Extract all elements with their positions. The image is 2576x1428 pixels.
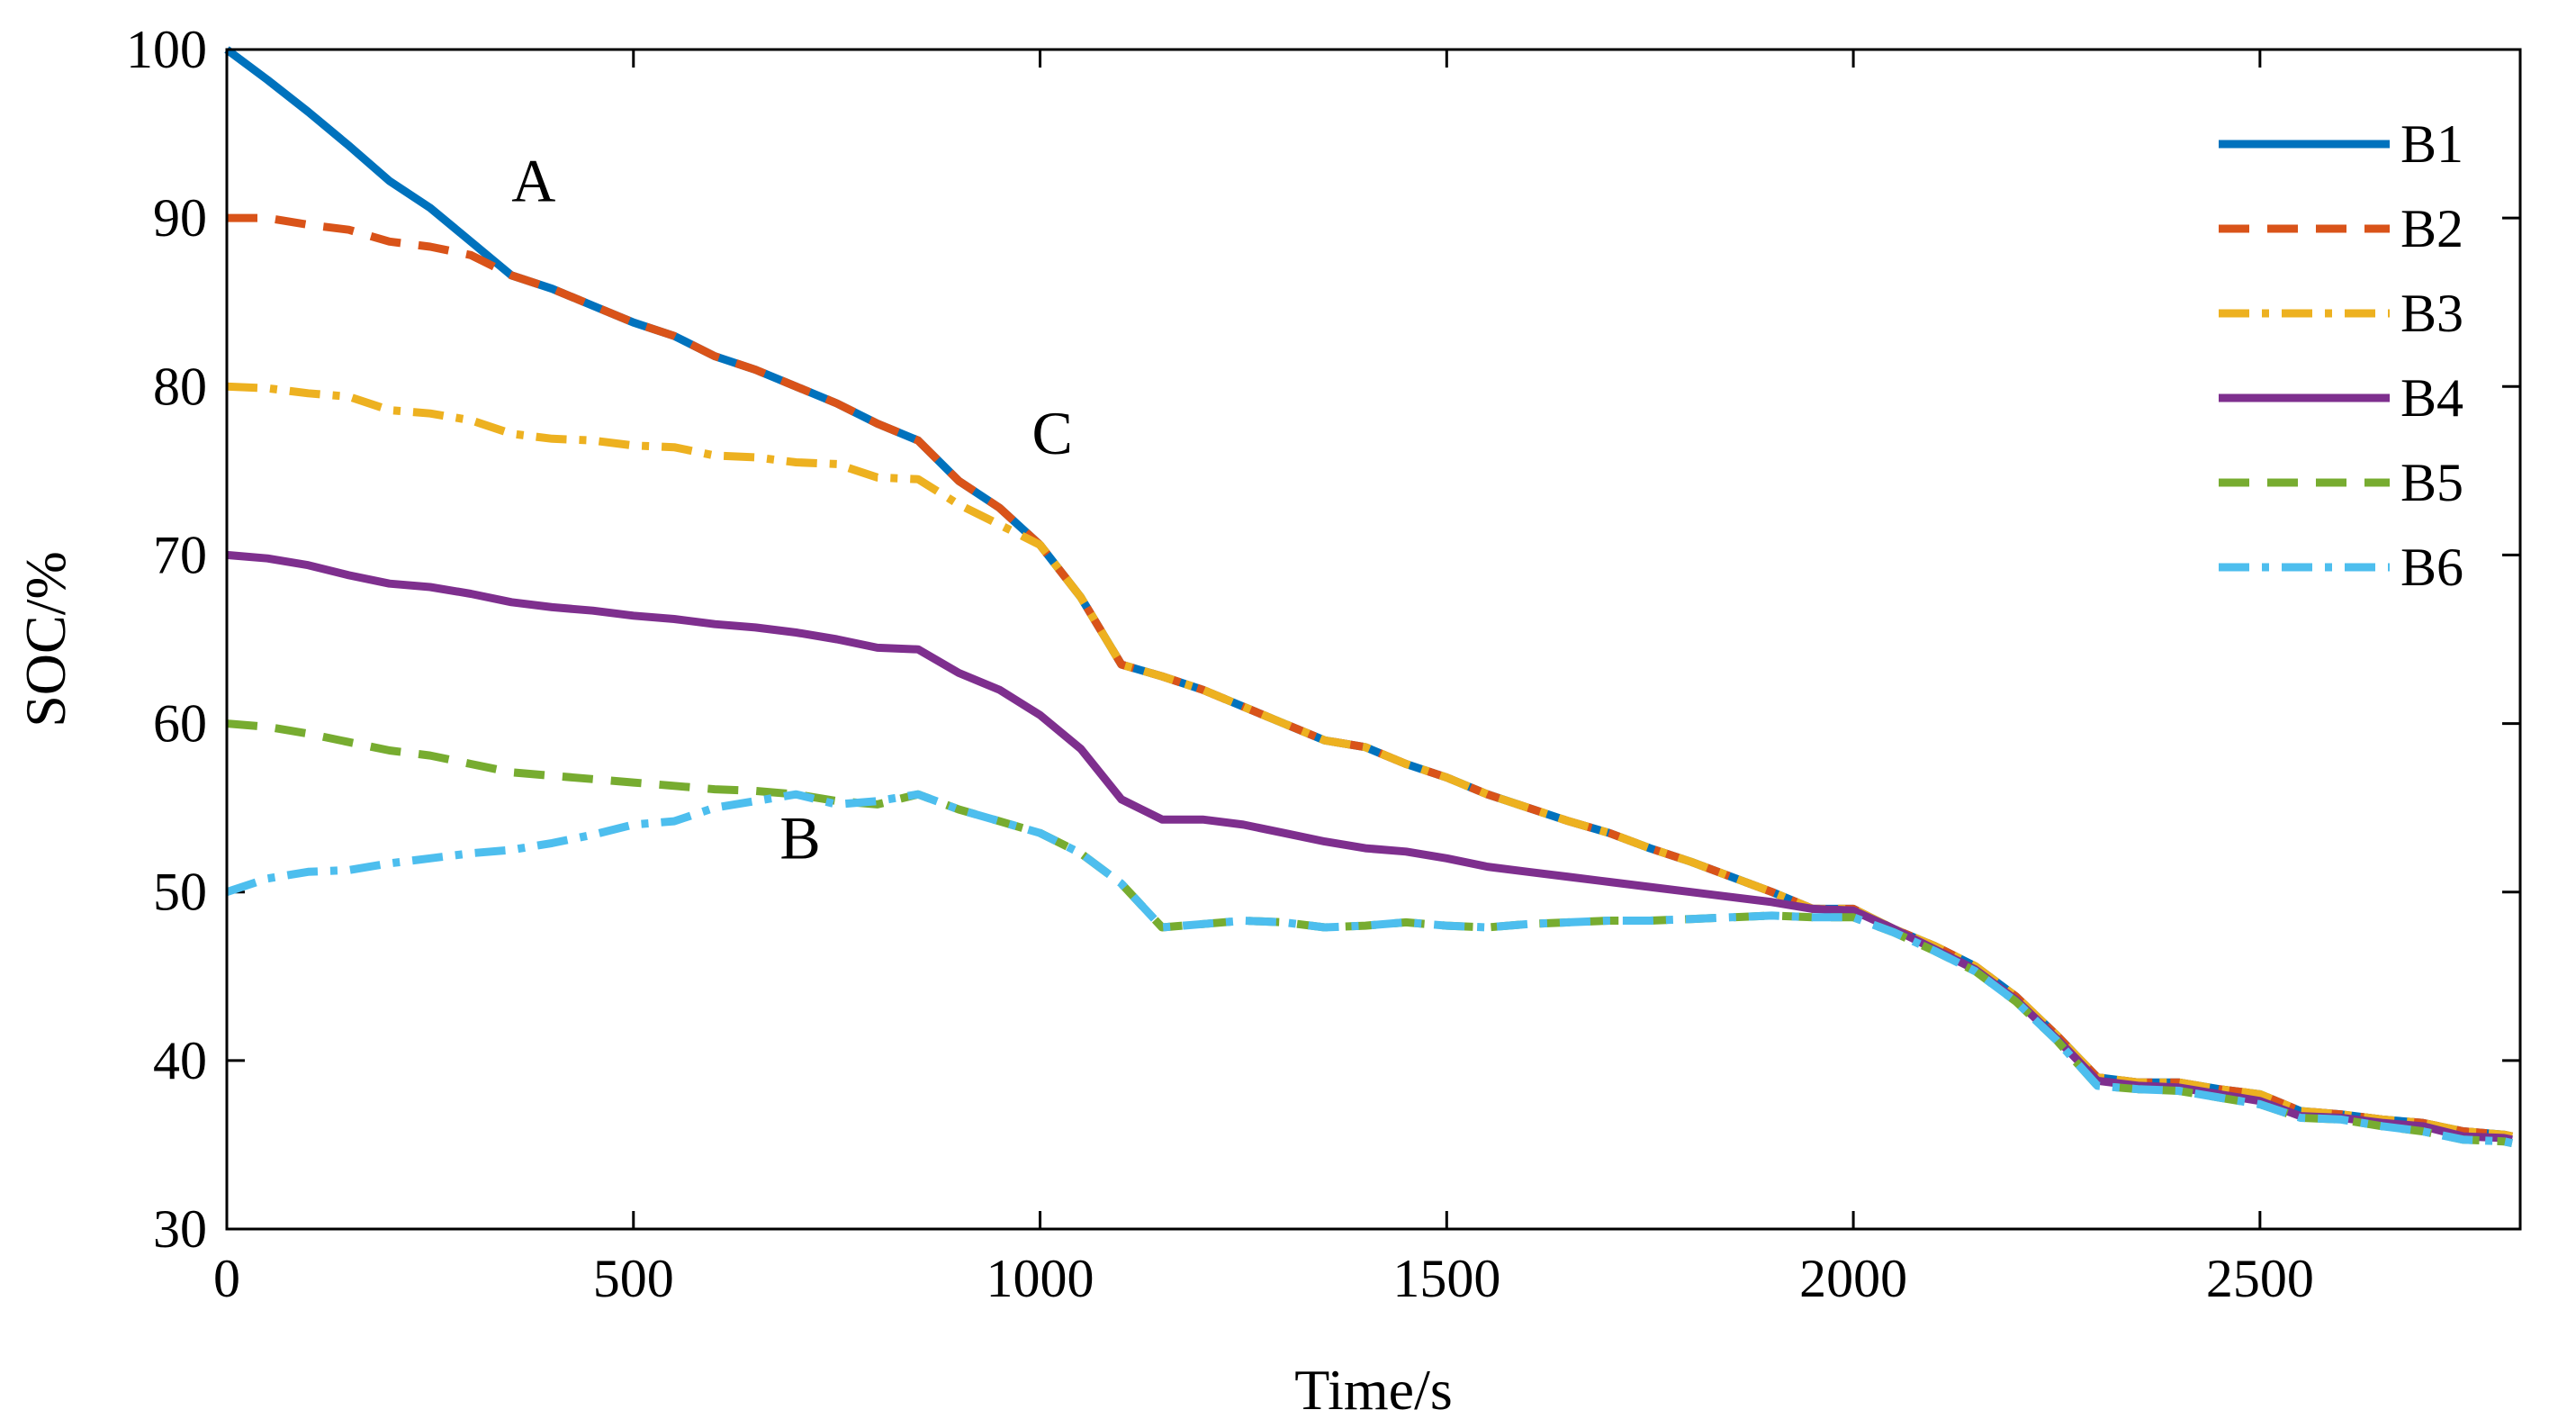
y-tick-label: 50 [153, 863, 207, 922]
y-tick-labels: 30 40 50 60 70 80 90 100 [126, 20, 207, 1259]
series-lines [224, 46, 2513, 1148]
x-tick-label: 0 [213, 1249, 240, 1308]
legend-label-b5: B5 [2400, 453, 2463, 512]
x-tick-label: 1500 [1392, 1249, 1500, 1308]
legend-label-b6: B6 [2400, 538, 2463, 597]
legend-label-b2: B2 [2400, 199, 2463, 258]
series-line-b2 [227, 213, 2513, 1141]
y-tick-label: 100 [126, 20, 207, 79]
annotation-a: A [511, 146, 555, 214]
legend-label-b1: B1 [2400, 114, 2463, 174]
annotation-b: B [779, 803, 820, 872]
y-tick-label: 30 [153, 1199, 207, 1259]
annotation-c: C [1032, 399, 1073, 467]
x-tick-label: 1000 [986, 1249, 1094, 1308]
series-line-b5 [226, 719, 2513, 1148]
y-tick-label: 90 [153, 188, 207, 248]
legend-label-b4: B4 [2400, 368, 2463, 428]
x-axis-title: Time/s [1294, 1358, 1453, 1422]
x-tick-label: 2500 [2206, 1249, 2314, 1308]
legend: B1 B2 B3 B4 B5 B6 [2219, 114, 2463, 597]
series-line-b3 [226, 382, 2513, 1141]
y-tick-label: 40 [153, 1031, 207, 1090]
y-tick-label: 70 [153, 525, 207, 584]
y-tick-label: 60 [153, 694, 207, 754]
y-tick-label: 80 [153, 357, 207, 416]
series-line-b4 [226, 550, 2513, 1144]
legend-label-b3: B3 [2400, 284, 2463, 343]
tick-marks [225, 48, 2520, 1231]
x-tick-labels: 0 500 1000 1500 2000 2500 [213, 1249, 2314, 1308]
series-line-b1 [224, 46, 2513, 1141]
series-line-b6 [225, 790, 2513, 1148]
y-axis-title: SOC/% [14, 551, 77, 728]
x-tick-label: 500 [593, 1249, 674, 1308]
axes-frame [225, 48, 2522, 1231]
annotations: A B C [511, 146, 1073, 872]
x-tick-label: 2000 [1799, 1249, 1907, 1308]
